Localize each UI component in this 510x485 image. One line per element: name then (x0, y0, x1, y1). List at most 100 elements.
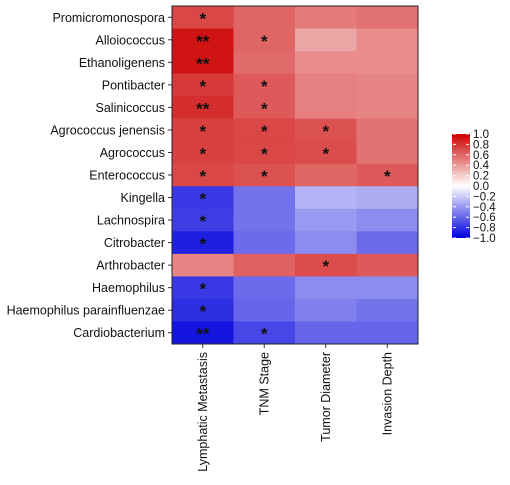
significance-mark: * (199, 144, 206, 163)
heatmap-cell (172, 141, 234, 165)
heatmap-cell (295, 321, 357, 345)
row-labels: Promicromonospora Alloiococcus Ethanoligen… (7, 11, 172, 340)
legend-tick-label: −0.4 (473, 202, 496, 214)
significance-mark: * (199, 190, 206, 209)
significance-mark: * (199, 212, 206, 231)
significance-mark: * (199, 235, 206, 254)
row-label: Salinicoccus (96, 101, 165, 115)
significance-mark: * (322, 257, 329, 276)
heatmap-cell (295, 163, 357, 187)
legend-tick-label: −1.0 (473, 233, 496, 245)
heatmap-cell (356, 276, 419, 300)
significance-mark: * (199, 302, 206, 321)
row-label: Enterococcus (89, 169, 165, 183)
heatmap-cell (172, 28, 234, 52)
heatmap-cell (233, 186, 296, 210)
heatmap-cell (172, 6, 234, 30)
heatmap-cell (356, 321, 419, 345)
legend-tick-label: −0.8 (473, 223, 496, 235)
heatmap-cell (356, 28, 419, 52)
heatmap-cell (295, 28, 357, 52)
significance-mark: ** (196, 54, 210, 73)
heatmap-cell (233, 298, 296, 322)
column-labels: Lymphatic Metastasis TNM Stage Tumor Diame… (196, 344, 394, 472)
heatmap-cell (172, 321, 234, 345)
legend-tick-label: 0.6 (473, 150, 489, 162)
heatmap-cell (356, 253, 419, 277)
plot-panel-border (171, 5, 419, 345)
heatmap-cell (172, 186, 234, 210)
heatmap-cell (295, 73, 357, 97)
row-label: Citrobacter (104, 236, 165, 250)
significance-mark: ** (196, 325, 210, 344)
heatmap-cell (172, 231, 234, 255)
row-label: Haemophilus parainfluenzae (7, 304, 165, 318)
heatmap-cell (233, 6, 296, 30)
heatmap-cell (172, 96, 234, 120)
heatmap-cell (172, 253, 234, 277)
legend-tick-label: 0.4 (473, 160, 490, 172)
row-label: Promicromonospora (52, 11, 165, 25)
row-label: Pontibacter (102, 78, 165, 92)
significance-mark: * (261, 32, 268, 51)
significance-mark: * (199, 280, 206, 299)
row-label: Agrococcus jenensis (50, 123, 165, 137)
significance-marks: *** **** *** ** * ** * ** * ********* * (196, 9, 391, 343)
significance-mark: * (261, 325, 268, 344)
heatmap-cell (233, 253, 296, 277)
heatmap-cell (295, 186, 357, 210)
heatmap-cell (356, 208, 419, 232)
significance-mark: * (261, 99, 268, 118)
heatmap-cell (172, 276, 234, 300)
row-label: Agrococcus (100, 146, 165, 160)
heatmap-cell (295, 141, 357, 165)
heatmap-cell (295, 276, 357, 300)
legend-tick-label: 0.0 (473, 181, 489, 193)
heatmap-cell (295, 6, 357, 30)
heatmap-cell (233, 231, 296, 255)
heatmap-cell (356, 96, 419, 120)
heatmap-cell (295, 208, 357, 232)
significance-mark: * (322, 144, 329, 163)
heatmap-cell (172, 208, 234, 232)
heatmap-cell (233, 28, 296, 52)
row-label: Haemophilus (92, 281, 165, 295)
heatmap-cell (233, 96, 296, 120)
legend-colorbar (452, 134, 470, 238)
significance-mark: * (199, 122, 206, 141)
significance-mark: * (261, 77, 268, 96)
heatmap-cell (233, 118, 296, 142)
heatmap-cell (356, 73, 419, 97)
row-label: Lachnospira (97, 214, 165, 228)
heatmap-cell (356, 6, 419, 30)
heatmap-cell (233, 51, 296, 75)
heatmap-cell (295, 231, 357, 255)
significance-mark: * (261, 122, 268, 141)
heatmap-cell (295, 298, 357, 322)
heatmap-cell (356, 141, 419, 165)
heatmap-cell (356, 186, 419, 210)
significance-mark: * (199, 77, 206, 96)
heatmap-cell (356, 118, 419, 142)
legend-tick-label: −0.6 (473, 212, 496, 224)
column-label: Tumor Diameter (319, 352, 333, 442)
color-legend: 1.00.80.60.40.20.0−0.2−0.4−0.6−0.8−1.0 (452, 129, 496, 245)
legend-tick-label: 0.2 (473, 171, 489, 183)
column-label: TNM Stage (257, 352, 271, 415)
significance-mark: ** (196, 32, 210, 51)
legend-tick-label: 0.8 (473, 139, 489, 151)
significance-mark: * (199, 9, 206, 28)
heatmap-cell (356, 298, 419, 322)
heatmap-cell (233, 208, 296, 232)
significance-mark: ** (196, 99, 210, 118)
significance-mark: * (384, 167, 391, 186)
column-label: Lymphatic Metastasis (196, 352, 210, 472)
significance-mark: * (199, 167, 206, 186)
heatmap-cell (233, 73, 296, 97)
heatmap-cell (172, 51, 234, 75)
significance-mark: * (261, 144, 268, 163)
heatmap-cell (295, 96, 357, 120)
heatmap-cell (295, 51, 357, 75)
significance-mark: * (322, 122, 329, 141)
